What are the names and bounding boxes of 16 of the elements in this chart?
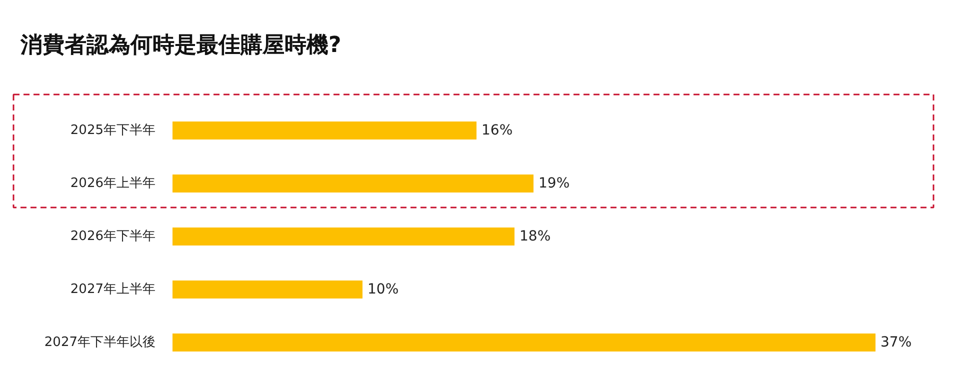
data-label: 19% [538,176,570,192]
bar [172,280,362,298]
chart-title: 消費者認為何時是最佳購屋時機? [20,33,342,58]
data-label: 16% [482,122,513,138]
bar [172,174,534,192]
bar [172,122,476,140]
data-label: 37% [880,334,912,350]
bar [172,334,876,352]
y-tick-label: 2027年上半年 [70,282,156,297]
y-tick-label: 2027年下半年以後 [44,335,156,350]
bar [172,228,514,246]
data-label: 18% [520,228,551,244]
y-tick-label: 2026年上半年 [70,176,156,191]
y-tick-label: 2026年下半年 [70,229,156,244]
data-label: 10% [368,282,399,298]
y-tick-label: 2025年下半年 [70,123,156,138]
